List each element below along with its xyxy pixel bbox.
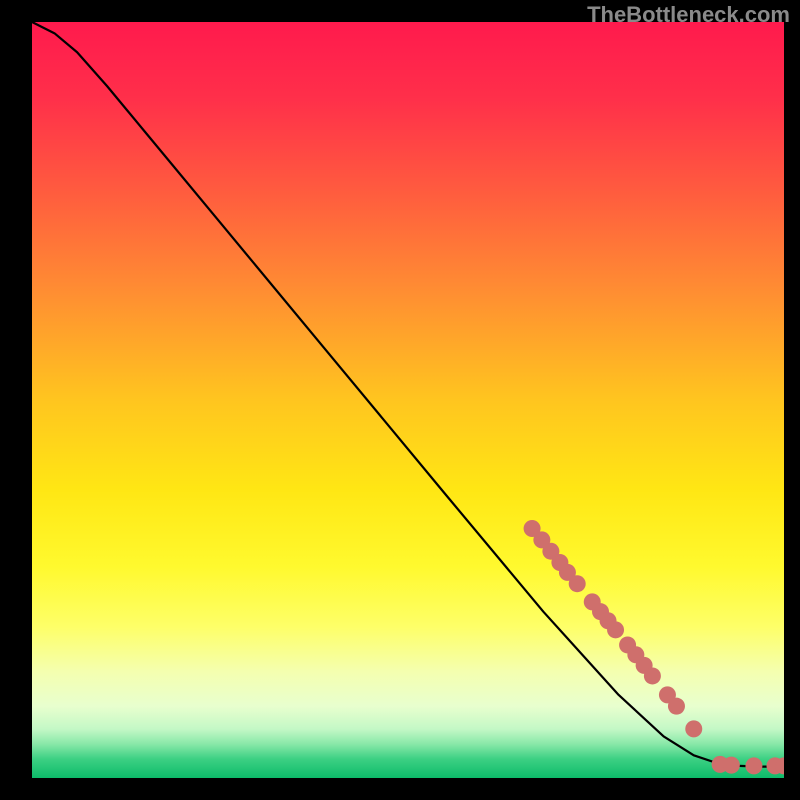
data-point (569, 575, 586, 592)
data-point (607, 621, 624, 638)
data-point (745, 757, 762, 774)
data-point (668, 698, 685, 715)
plot-svg (32, 22, 784, 778)
data-point (685, 720, 702, 737)
watermark-text: TheBottleneck.com (587, 2, 790, 28)
plot-area (32, 22, 784, 778)
gradient-background (32, 22, 784, 778)
data-point (723, 757, 740, 774)
data-point (644, 667, 661, 684)
